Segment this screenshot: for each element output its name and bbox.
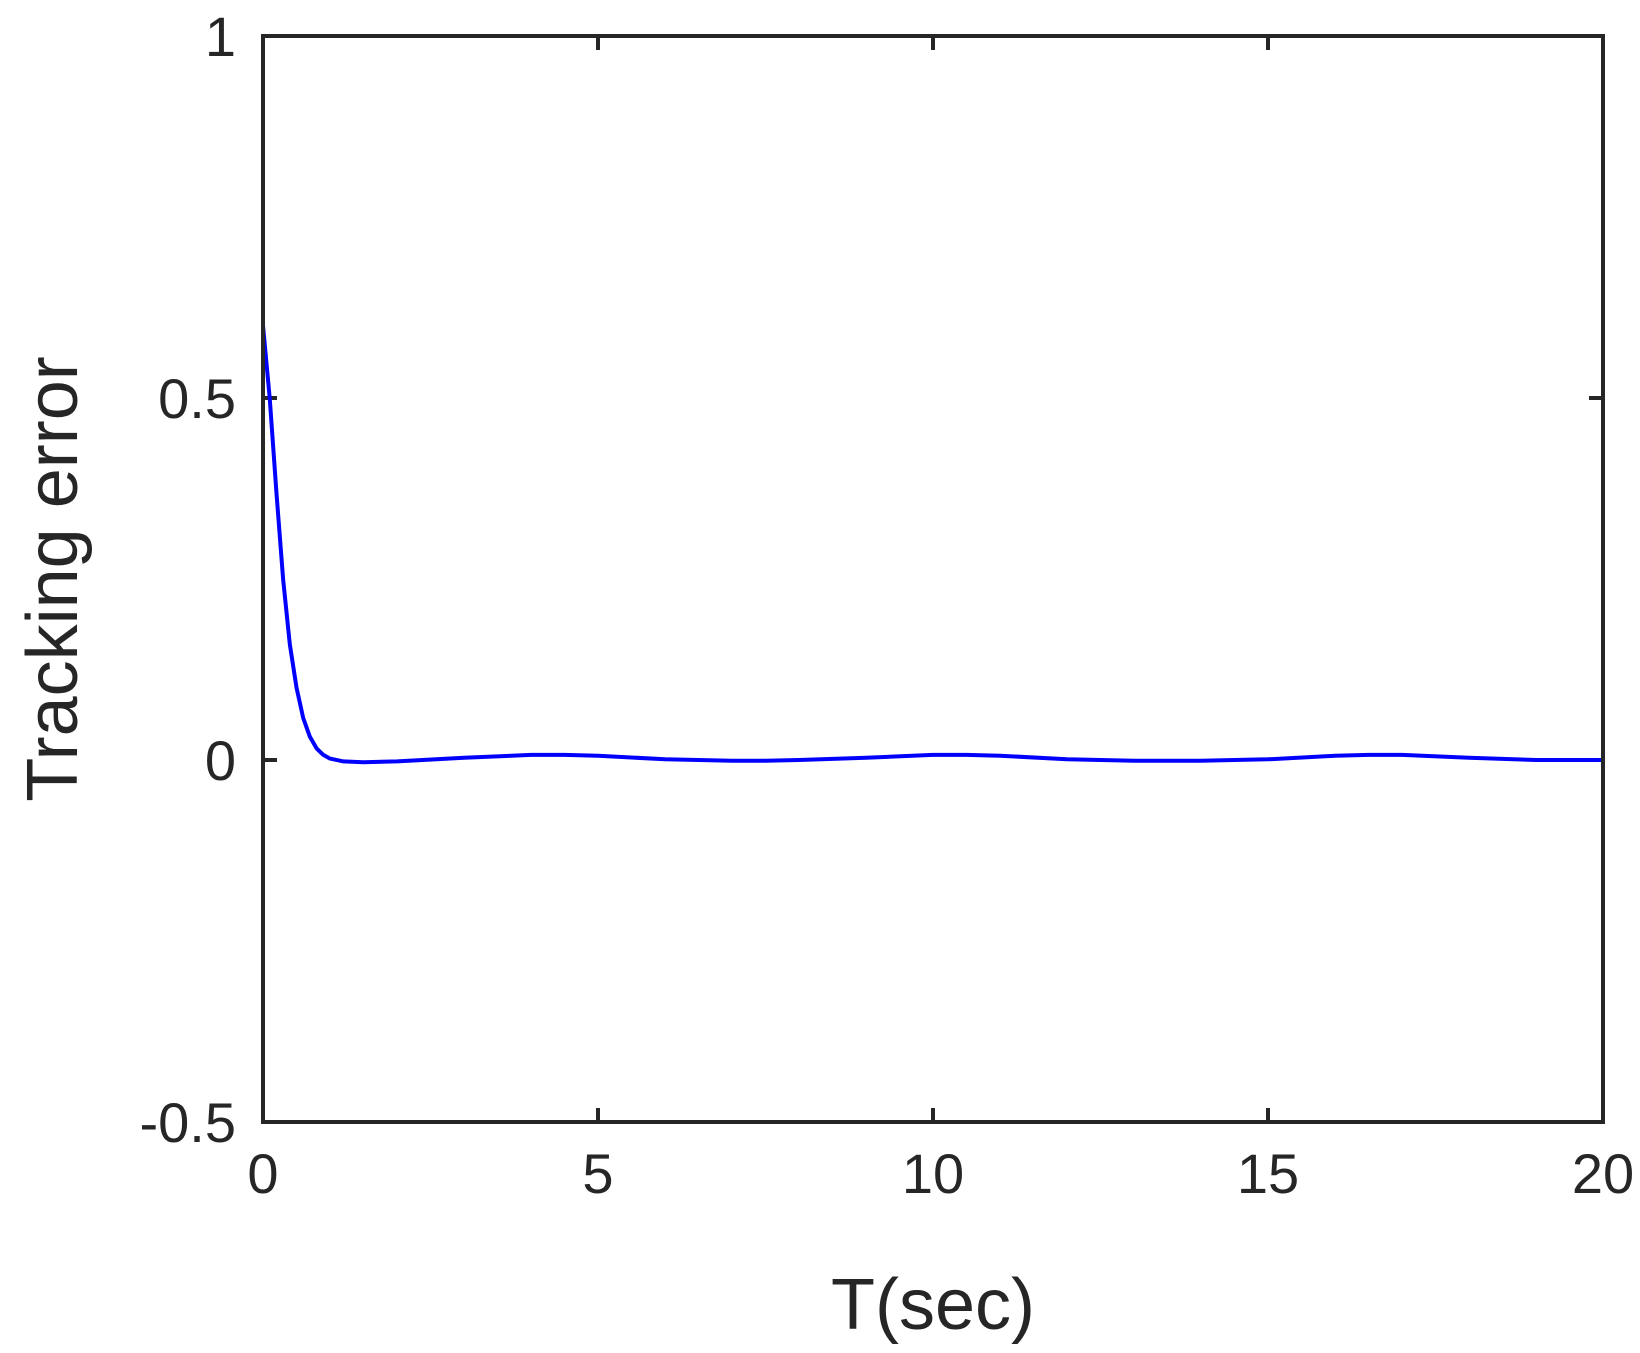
axes-box: [261, 34, 1605, 1124]
tick-labels-layer: 0 5 10 15 20-0.500.51: [140, 5, 1635, 1205]
x-tick-label: 20: [1572, 1142, 1634, 1205]
y-tick-label: -0.5: [140, 1091, 237, 1154]
x-tick-label: 5: [582, 1142, 613, 1205]
x-tick-label: 10: [902, 1142, 964, 1205]
x-tick-label: 0: [247, 1142, 278, 1205]
y-tick-label: 0.5: [158, 367, 236, 430]
y-tick-label: 0: [205, 729, 236, 792]
x-tick-label: 15: [1237, 1142, 1299, 1205]
series-line-tracking-error: [261, 323, 1605, 765]
y-tick-label: 1: [205, 5, 236, 68]
y-axis-title: Tracking error: [13, 356, 93, 801]
x-axis-title: T(sec): [831, 1265, 1035, 1345]
plot-area: [263, 36, 1603, 1122]
